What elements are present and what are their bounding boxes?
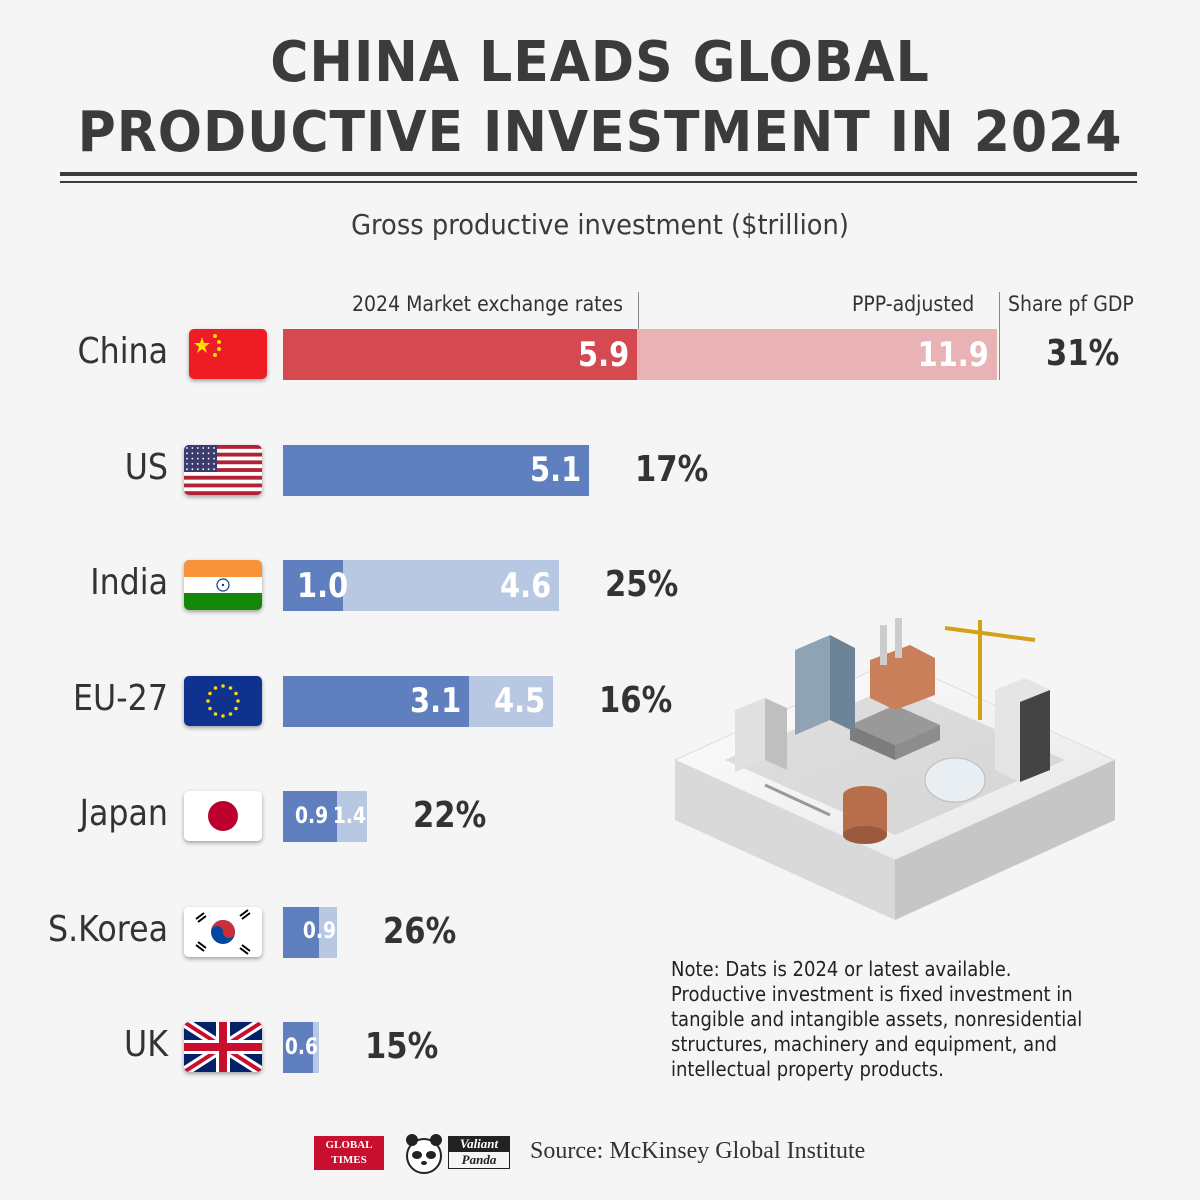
bar-value-ppp: 0.6 bbox=[284, 1034, 318, 1060]
bar-value-ppp: 0.9 bbox=[302, 919, 336, 945]
share-of-gdp: 15% bbox=[365, 1026, 439, 1067]
title-line-1: CHINA LEADS GLOBAL bbox=[270, 30, 930, 95]
country-label: UK bbox=[124, 1024, 168, 1065]
valiant-panda-wordmark-bottom: Panda bbox=[448, 1152, 510, 1169]
bar-value-market: 1.0 bbox=[297, 565, 349, 606]
column-header-share: Share pf GDP bbox=[1008, 292, 1134, 316]
valiant-panda-wordmark-top: Valiant bbox=[448, 1136, 510, 1152]
title-line-2: PRODUCTIVE INVESTMENT IN 2024 bbox=[77, 100, 1123, 165]
bar-market bbox=[283, 329, 637, 380]
share-of-gdp: 26% bbox=[383, 910, 457, 952]
bar-market bbox=[283, 791, 337, 842]
source-citation: Source: McKinsey Global Institute bbox=[530, 1138, 866, 1164]
footnote: Note: Dats is 2024 or latest available. … bbox=[671, 957, 1083, 1081]
share-of-gdp: 25% bbox=[605, 564, 679, 605]
bar-market bbox=[283, 1022, 313, 1073]
bar-value-market: 5.1 bbox=[529, 450, 581, 491]
bar-value-ppp: 4.6 bbox=[499, 565, 551, 606]
bar-market bbox=[283, 560, 343, 611]
column-header-market: 2024 Market exchange rates bbox=[352, 292, 624, 316]
bar-value-ppp: 11.9 bbox=[917, 334, 989, 375]
title-rule-thin bbox=[60, 181, 1137, 183]
column-header-ppp: PPP-adjusted bbox=[852, 292, 975, 316]
country-label: S.Korea bbox=[48, 908, 168, 950]
south-korea-flag-icon bbox=[184, 906, 262, 957]
bar-market bbox=[283, 444, 589, 496]
bar-value-market: 0.9 bbox=[295, 803, 329, 829]
valiant-panda-wordmark: Valiant Panda bbox=[448, 1136, 510, 1170]
eu-flag-icon bbox=[184, 675, 262, 726]
country-label: US bbox=[124, 446, 168, 488]
bar-market bbox=[283, 675, 469, 727]
share-of-gdp: 22% bbox=[413, 795, 487, 836]
bar-market bbox=[283, 906, 319, 958]
bar-value-ppp: 1.4 bbox=[332, 803, 366, 829]
share-of-gdp: 16% bbox=[599, 679, 673, 721]
share-of-gdp: 31% bbox=[1046, 333, 1120, 374]
column-divider-ppp bbox=[999, 292, 1000, 380]
uk-flag-icon bbox=[184, 1022, 262, 1072]
title-rule-thick bbox=[60, 172, 1137, 176]
country-label: EU-27 bbox=[73, 677, 168, 719]
china-flag-icon bbox=[189, 329, 267, 379]
industrial-park-illustration bbox=[673, 618, 1117, 920]
bar-value-ppp: 4.5 bbox=[493, 681, 545, 722]
us-flag-icon bbox=[184, 444, 262, 495]
country-label: China bbox=[77, 331, 168, 372]
india-flag-icon bbox=[184, 560, 262, 610]
country-label: India bbox=[90, 562, 168, 603]
global-times-logo: GLOBAL TIMES bbox=[314, 1136, 384, 1170]
valiant-panda-logo bbox=[406, 1134, 442, 1174]
japan-flag-icon bbox=[184, 791, 262, 841]
share-of-gdp: 17% bbox=[635, 448, 709, 490]
bar-value-market: 3.1 bbox=[409, 681, 461, 722]
country-label: Japan bbox=[79, 793, 168, 834]
bar-value-market: 5.9 bbox=[577, 334, 629, 375]
chart-subtitle: Gross productive investment ($trillion) bbox=[351, 208, 849, 241]
